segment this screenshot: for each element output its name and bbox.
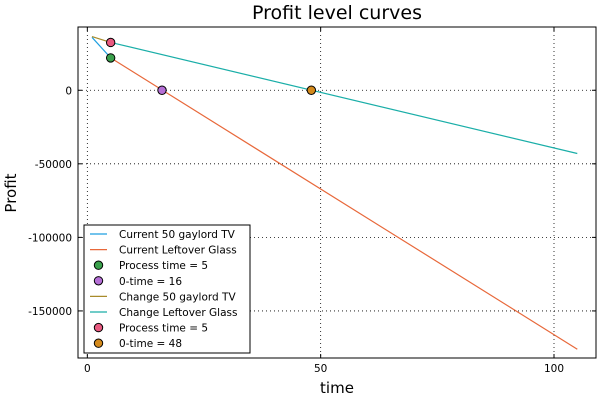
- legend-label: Current 50 gaylord TV: [119, 229, 236, 241]
- series-line: [110, 57, 578, 350]
- y-tick-label: -100000: [28, 232, 72, 244]
- legend-label: Change 50 gaylord TV: [119, 291, 236, 303]
- series-marker: [105, 53, 116, 63]
- x-tick-label: 0: [84, 363, 91, 375]
- legend-marker-swatch: [93, 260, 104, 270]
- legend-marker-swatch: [93, 338, 104, 348]
- x-tick-label: 100: [544, 363, 564, 375]
- legend-marker-swatch: [93, 322, 104, 333]
- y-axis-label: Profit: [2, 173, 20, 212]
- series-marker: [157, 85, 167, 95]
- series-line: [110, 41, 578, 155]
- legend-label: Current Leftover Glass: [119, 245, 237, 257]
- legend-label: 0-time = 16: [119, 276, 182, 288]
- series-marker: [306, 85, 317, 95]
- legend-label: 0-time = 48: [119, 338, 182, 350]
- legend-box: [83, 224, 251, 354]
- y-tick-label: -150000: [28, 306, 72, 318]
- marker-layer: [105, 37, 317, 95]
- plot-frame: [77, 26, 597, 359]
- y-tick-label: 0: [65, 85, 72, 97]
- legend-label: Change Leftover Glass: [119, 307, 237, 319]
- y-tick-label: -50000: [35, 159, 72, 171]
- axis-ticks: 0 50 100 0 -50000 -100000 -150000: [28, 27, 596, 375]
- x-axis-label: time: [320, 379, 354, 397]
- chart-title: Profit level curves: [252, 2, 422, 24]
- series-marker: [105, 37, 116, 48]
- legend-marker-swatch: [93, 276, 104, 286]
- x-tick-label: 50: [314, 363, 327, 375]
- legend: Current 50 gaylord TV Current Leftover Gl…: [83, 224, 251, 354]
- legend-label: Process time = 5: [119, 260, 208, 272]
- legend-label: Process time = 5: [119, 323, 208, 335]
